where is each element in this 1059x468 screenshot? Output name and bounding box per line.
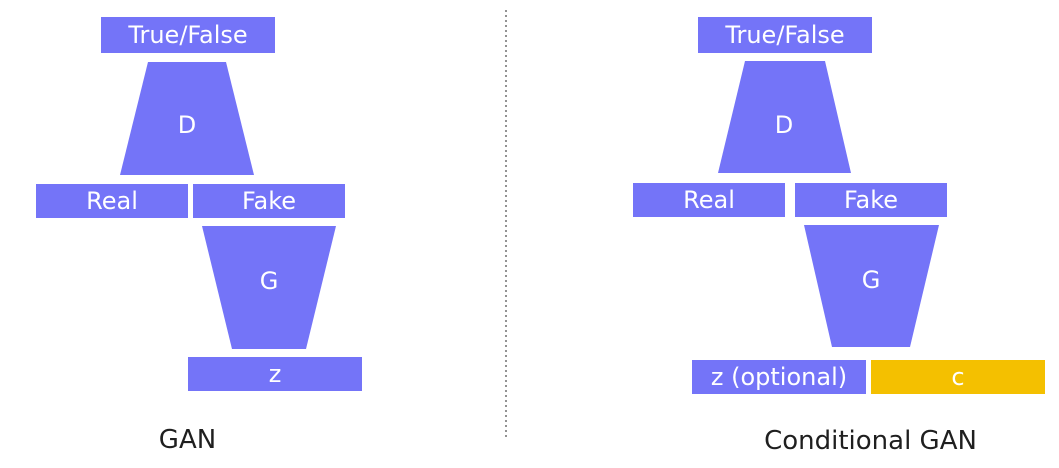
conditional-gan-noise-box: z (optional) xyxy=(692,360,866,394)
gan-noise-box: z xyxy=(188,357,362,391)
conditional-gan-discriminator-shape xyxy=(718,61,851,173)
gan-caption: GAN xyxy=(158,425,217,455)
gan-discriminator-shape xyxy=(120,62,254,175)
gan-real-box: Real xyxy=(36,184,188,218)
conditional-gan-real-box: Real xyxy=(633,183,785,217)
conditional-gan-caption: Conditional GAN xyxy=(764,426,977,456)
conditional-gan-generator-shape xyxy=(804,225,939,347)
conditional-gan-output-box: True/False xyxy=(698,17,872,53)
conditional-gan-condition-box: c xyxy=(871,360,1045,394)
conditional-gan-fake-box: Fake xyxy=(795,183,947,217)
gan-generator-shape xyxy=(202,226,336,349)
gan-fake-box: Fake xyxy=(193,184,345,218)
gan-output-box: True/False xyxy=(101,17,275,53)
